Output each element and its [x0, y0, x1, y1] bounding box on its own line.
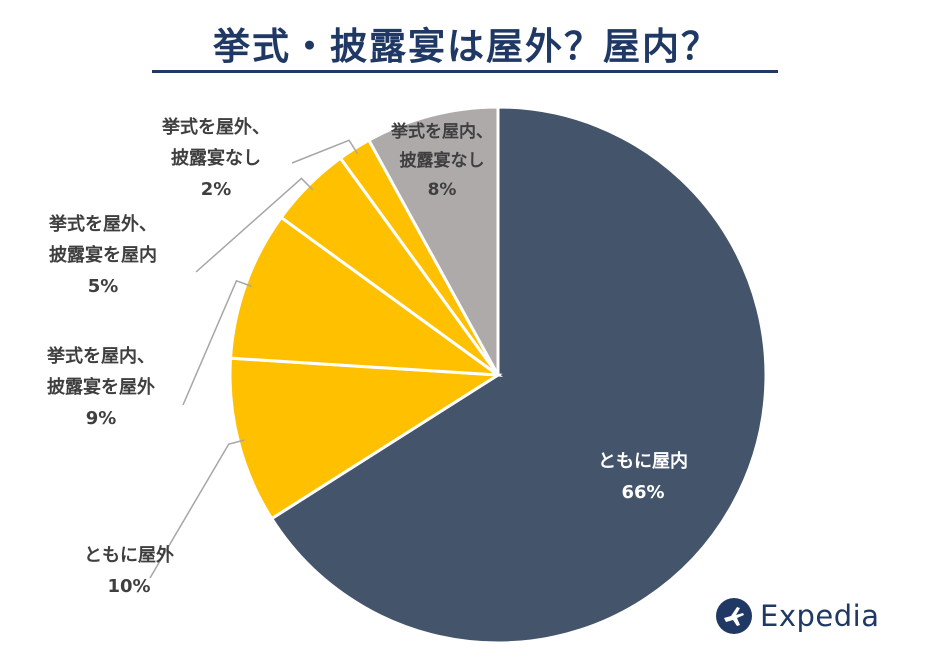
airplane-icon — [716, 598, 752, 634]
slice-label-text-2: 披露宴なし — [171, 148, 261, 169]
leader-line-ceremony-out-reception-in — [195, 177, 314, 273]
slice-label-outdoor-both: ともに屋外 10% — [44, 540, 214, 602]
slice-label-ceremony-out-reception-in: 挙式を屋外、 披露宴を屋内 5% — [8, 209, 198, 302]
title-underline — [152, 70, 778, 73]
slice-label-text-2: 披露宴を屋内 — [49, 245, 157, 266]
slice-label-indoor-both: ともに屋内 66% — [578, 446, 708, 508]
slice-label-text-1: 挙式を屋内、 — [47, 346, 155, 367]
slice-label-ceremony-out-no-reception: 挙式を屋外、 披露宴なし 2% — [126, 112, 306, 205]
slice-label-text-2: 披露宴なし — [399, 151, 485, 171]
slice-label-percent: 10% — [107, 576, 151, 597]
slice-label-percent: 2% — [200, 179, 232, 200]
leader-line-ceremony-in-reception-out — [182, 279, 252, 406]
slice-label-percent: 66% — [621, 482, 665, 503]
slice-indoor-both — [269, 105, 768, 645]
slice-label-text-1: 挙式を屋外、 — [49, 214, 157, 235]
slice-label-percent: 8% — [427, 180, 457, 200]
slice-label-ceremony-in-no-reception: 挙式を屋内、 披露宴なし 8% — [362, 118, 522, 205]
leader-line-ceremony-out-no-reception — [291, 139, 359, 164]
slice-label-text: ともに屋内 — [598, 451, 688, 472]
slice-label-percent: 5% — [87, 276, 119, 297]
slice-label-percent: 9% — [85, 408, 117, 429]
slice-label-ceremony-in-reception-out: 挙式を屋内、 披露宴を屋外 9% — [6, 341, 196, 434]
slice-label-text: ともに屋外 — [84, 545, 174, 566]
expedia-logo: Expedia — [716, 596, 879, 636]
slice-ceremony-in-no-reception — [366, 105, 500, 376]
leader-line-outdoor-both — [149, 439, 245, 579]
chart-title: 挙式・披露宴は屋外？屋内？ — [213, 25, 720, 68]
slice-label-text-1: 挙式を屋外、 — [162, 117, 270, 138]
brand-name: Expedia — [760, 599, 880, 633]
slice-label-text-2: 披露宴を屋外 — [47, 377, 155, 398]
slice-label-text-1: 挙式を屋内、 — [391, 122, 493, 142]
